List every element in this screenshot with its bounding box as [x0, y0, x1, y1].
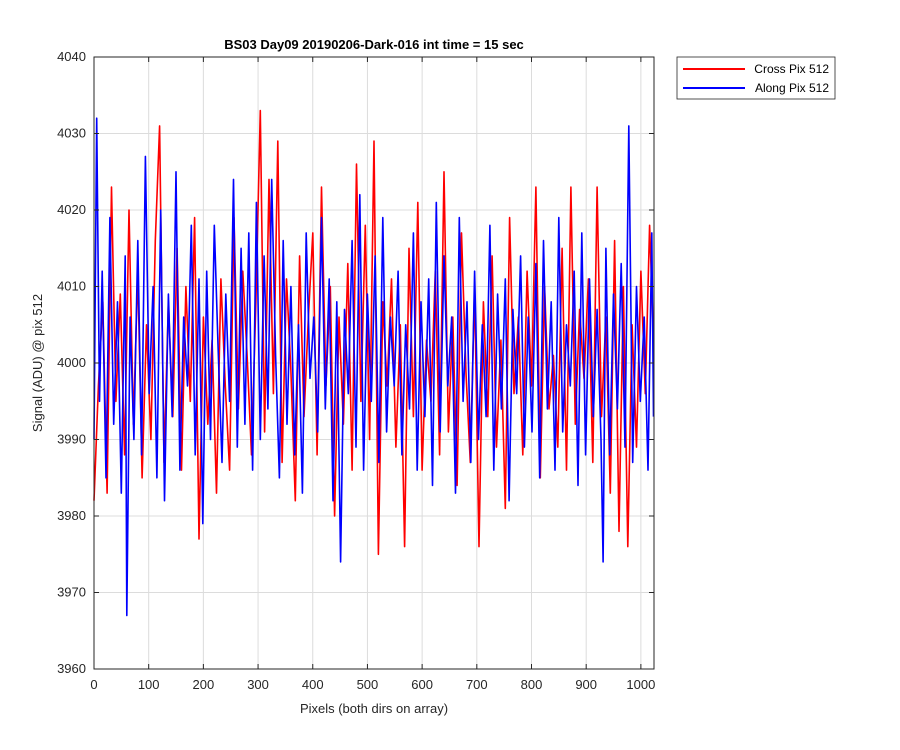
y-tick-label: 3960 [57, 661, 86, 676]
legend-label-cross: Cross Pix 512 [754, 62, 829, 76]
y-tick-label: 4020 [57, 202, 86, 217]
series-line-along-pix-512 [93, 117, 655, 617]
y-tick-label: 3970 [57, 585, 86, 600]
x-tick-label: 800 [521, 677, 543, 692]
x-tick-label: 900 [575, 677, 597, 692]
x-tick-label: 300 [247, 677, 269, 692]
series-layer [93, 109, 655, 617]
x-axis-label: Pixels (both dirs on array) [300, 701, 448, 716]
x-tick-labels: 0 100 200 300 400 500 600 700 800 900 1000 [90, 677, 655, 692]
chart-title: BS03 Day09 20190206-Dark-016 int time = … [224, 37, 524, 52]
x-tick-label: 100 [138, 677, 160, 692]
y-tick-label: 4000 [57, 355, 86, 370]
y-tick-label: 4010 [57, 279, 86, 294]
x-tick-label: 0 [90, 677, 97, 692]
ticks [93, 56, 654, 670]
legend-label-along: Along Pix 512 [755, 81, 829, 95]
y-axis-label: Signal (ADU) @ pix 512 [30, 294, 45, 432]
y-tick-label: 4040 [57, 49, 86, 64]
x-tick-label: 600 [411, 677, 433, 692]
legend-box [676, 56, 836, 100]
y-tick-label: 3990 [57, 432, 86, 447]
legend: Cross Pix 512 Along Pix 512 [676, 56, 836, 100]
x-tick-label: 500 [357, 677, 379, 692]
y-tick-label: 4030 [57, 126, 86, 141]
x-tick-label: 200 [193, 677, 215, 692]
x-tick-label: 700 [466, 677, 488, 692]
y-tick-label: 3980 [57, 508, 86, 523]
x-tick-label: 400 [302, 677, 324, 692]
y-tick-labels: 3960 3970 3980 3990 4000 4010 4020 4030 4040 [57, 49, 86, 676]
x-tick-label: 1000 [626, 677, 655, 692]
